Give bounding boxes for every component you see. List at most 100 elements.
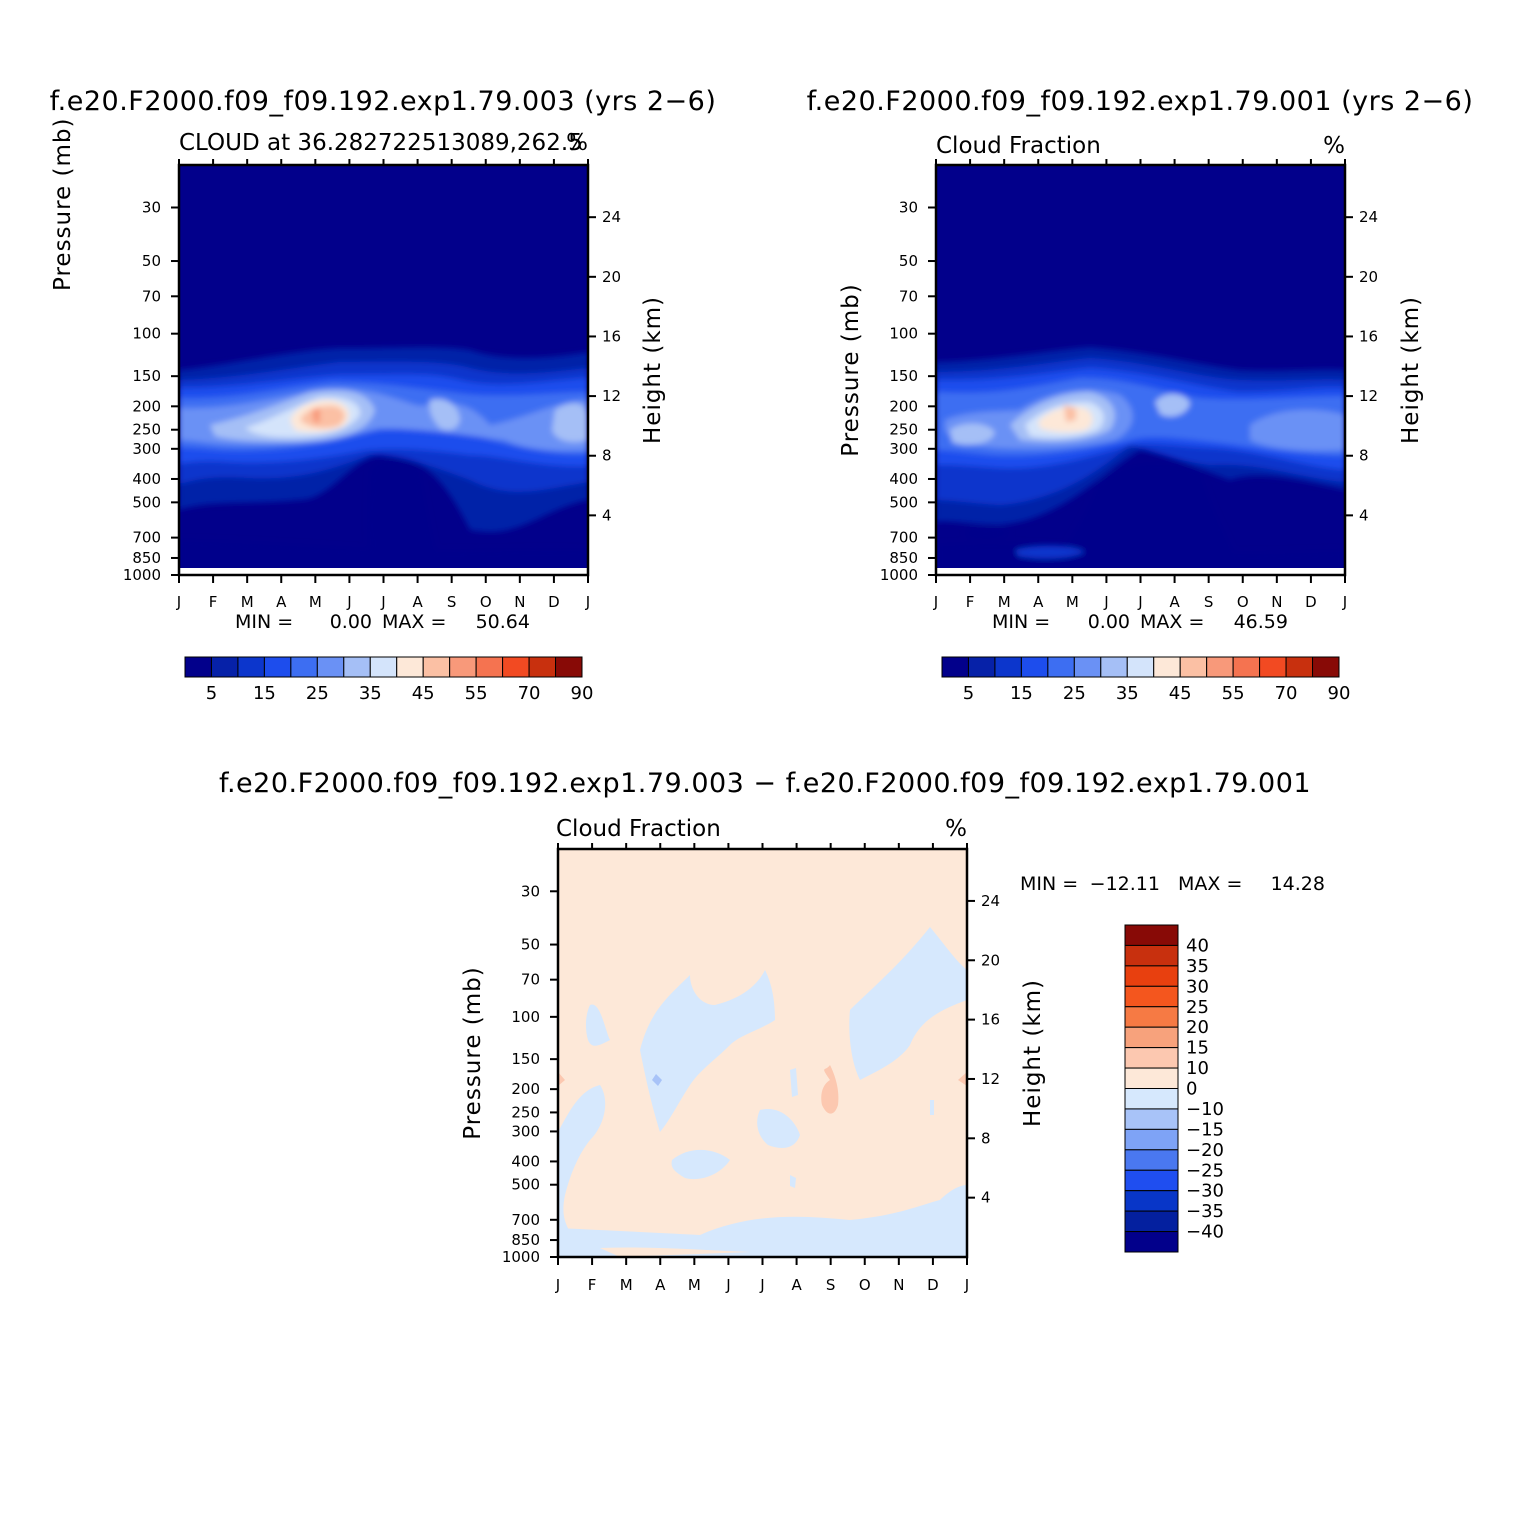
- colorbar-label: 35: [1186, 956, 1209, 977]
- month-tick-label: A: [655, 1276, 666, 1294]
- month-tick-label: M: [1066, 593, 1079, 611]
- colorbar-swatch: [1259, 656, 1287, 678]
- pressure-tick-label: 70: [521, 971, 540, 989]
- panel-1-min-label: MIN =: [235, 611, 293, 633]
- panel-2-max-value: 46.59: [1234, 611, 1288, 633]
- panel-1-max-value: 50.64: [476, 611, 530, 633]
- pressure-tick-label: 30: [521, 882, 540, 900]
- colorbar-swatch: [1153, 656, 1181, 678]
- panel-2-contour-field: [936, 165, 1345, 570]
- panel-3-neg-apr-low: [671, 1149, 730, 1180]
- colorbar-swatch: [210, 656, 239, 678]
- panel-3-neg-jul: [757, 1109, 800, 1148]
- pressure-tick-label: 400: [511, 1152, 540, 1170]
- height-tick-label: 20: [981, 951, 1000, 969]
- panel-3-pos-dec: [958, 1072, 967, 1086]
- colorbar-label: 70: [518, 683, 541, 704]
- month-tick-label: J: [346, 593, 351, 611]
- pressure-tick-label: 1000: [880, 566, 918, 584]
- colorbar-label: 25: [1186, 997, 1209, 1018]
- panel-3: f.e20.F2000.f09_f09.192.exp1.79.003 − f.…: [219, 768, 1325, 1294]
- panel-3-neg-apr-core: [652, 1074, 662, 1086]
- colorbar-swatch: [263, 656, 292, 678]
- panel-2-min-value: 0.00: [1088, 611, 1130, 633]
- colorbar-label: 40: [1186, 935, 1209, 956]
- colorbar-label: 10: [1186, 1058, 1209, 1079]
- height-tick-label: 4: [602, 506, 612, 524]
- colorbar-swatch: [316, 656, 345, 678]
- colorbar-swatch: [1285, 656, 1314, 678]
- height-tick-label: 12: [602, 387, 621, 405]
- month-tick-label: F: [588, 1276, 597, 1294]
- panel-1-units: %: [566, 130, 588, 156]
- pressure-tick-label: 250: [511, 1103, 540, 1121]
- colorbar-swatch: [343, 656, 371, 678]
- panel-3-pos-sep: [821, 1065, 839, 1114]
- panel-1-clear-core: [368, 459, 440, 570]
- pressure-tick-label: 850: [511, 1231, 540, 1249]
- colorbar-swatch: [994, 656, 1022, 678]
- month-tick-label: A: [1033, 593, 1044, 611]
- colorbar-label: 15: [1186, 1038, 1209, 1059]
- colorbar-swatch: [1179, 656, 1208, 678]
- colorbar-label: −25: [1186, 1160, 1224, 1181]
- panel-3-units: %: [945, 816, 967, 842]
- panel-2-title: f.e20.F2000.f09_f09.192.exp1.79.001 (yrs…: [807, 86, 1474, 117]
- panel-3-ylabel: Pressure (mb): [460, 966, 486, 1139]
- pressure-tick-label: 1000: [123, 566, 161, 584]
- pressure-tick-label: 30: [899, 198, 918, 216]
- colorbar-swatch: [1124, 1047, 1179, 1069]
- panel-2-ylabel: Pressure (mb): [838, 283, 864, 456]
- panel-1-clear-surface: [179, 540, 588, 570]
- colorbar-label: −35: [1186, 1201, 1224, 1222]
- height-tick-label: 12: [981, 1070, 1000, 1088]
- panel-3-title: f.e20.F2000.f09_f09.192.exp1.79.003 − f.…: [219, 768, 1311, 799]
- colorbar-label: 15: [253, 683, 276, 704]
- panel-2-contour-30-aug: [1155, 393, 1190, 417]
- panel-3-background-field: [558, 849, 967, 1257]
- colorbar-swatch: [369, 656, 398, 678]
- colorbar-swatch: [1124, 1108, 1179, 1130]
- panel-3-min-label: MIN =: [1020, 873, 1078, 895]
- pressure-tick-label: 200: [511, 1080, 540, 1098]
- month-tick-label: J: [759, 1276, 764, 1294]
- colorbar-swatch: [449, 656, 477, 678]
- panel-1-surface-strip: [179, 568, 588, 572]
- month-tick-label: D: [927, 1276, 939, 1294]
- height-tick-label: 16: [981, 1011, 1000, 1029]
- colorbar-swatch: [1020, 656, 1049, 678]
- month-tick-label: J: [176, 593, 181, 611]
- colorbar-swatch: [1124, 1169, 1179, 1192]
- panel-1: f.e20.F2000.f09_f09.192.exp1.79.003 (yrs…: [50, 86, 716, 704]
- colorbar-label: 5: [963, 683, 974, 704]
- colorbar-swatch: [1124, 1088, 1179, 1110]
- panel-1-subtitle: CLOUD at 36.282722513089,262.5: [179, 130, 583, 156]
- panel-1-contour-45: [300, 405, 345, 428]
- panel-3-neg-feb: [585, 1004, 610, 1046]
- panel-2-units: %: [1323, 133, 1345, 159]
- panel-2-contour-45: [1064, 405, 1076, 422]
- colorbar-swatch: [1124, 1026, 1179, 1049]
- month-tick-label: J: [1137, 593, 1142, 611]
- colorbar-label: 55: [465, 683, 488, 704]
- month-tick-label: D: [548, 593, 560, 611]
- panel-2-subtitle: Cloud Fraction: [936, 133, 1101, 159]
- colorbar-swatch: [1126, 656, 1155, 678]
- colorbar-label: 35: [1116, 683, 1139, 704]
- colorbar-label: −40: [1186, 1222, 1224, 1243]
- panel-2-contour-25-east: [1250, 409, 1345, 451]
- month-tick-label: A: [791, 1276, 802, 1294]
- month-tick-label: D: [1305, 593, 1317, 611]
- colorbar-label: 20: [1186, 1017, 1209, 1038]
- height-tick-label: 16: [1359, 327, 1378, 345]
- pressure-tick-label: 250: [889, 421, 918, 439]
- month-tick-label: M: [620, 1276, 633, 1294]
- pressure-tick-label: 50: [899, 252, 918, 270]
- pressure-tick-label: 150: [889, 367, 918, 385]
- panel-2-contour-40: [1038, 406, 1093, 433]
- colorbar-swatch: [555, 656, 583, 678]
- panel-2: f.e20.F2000.f09_f09.192.exp1.79.001 (yrs…: [807, 86, 1474, 704]
